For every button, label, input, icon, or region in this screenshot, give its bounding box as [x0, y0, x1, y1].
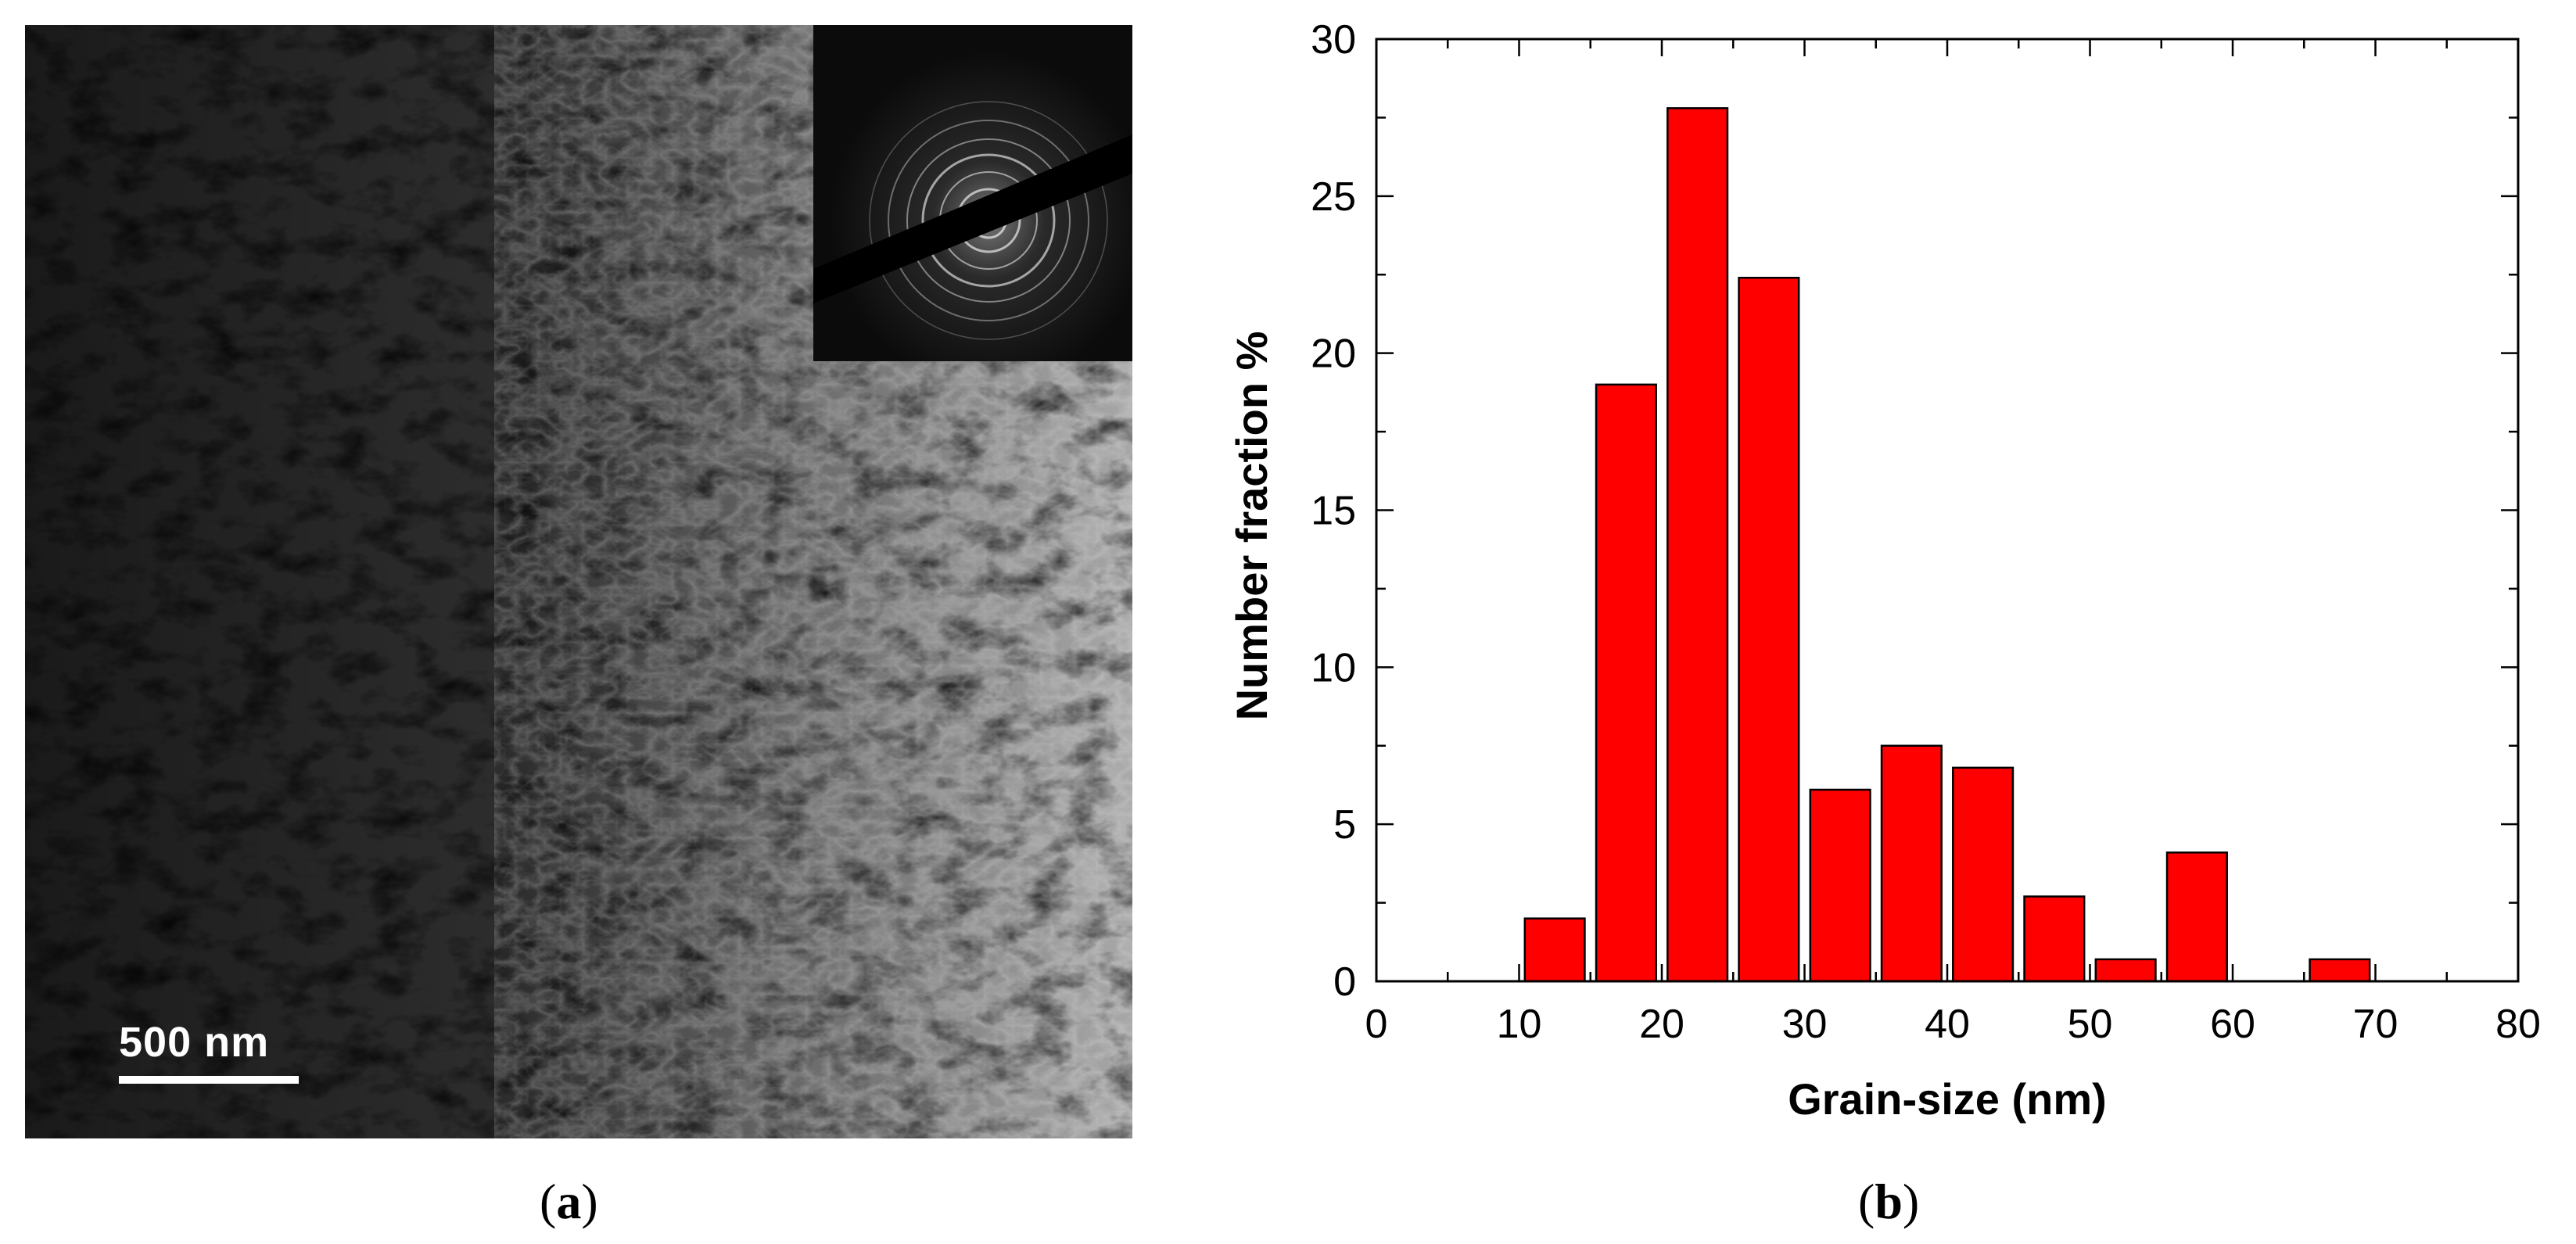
x-tick-label: 0 [1365, 1002, 1388, 1047]
scale-bar [119, 1076, 299, 1084]
y-tick-label: 10 [1311, 645, 1356, 690]
caption-b-open: ( [1858, 1174, 1875, 1229]
x-axis-label: Grain-size (nm) [1788, 1074, 2107, 1124]
diffraction-pattern-inset [813, 25, 1132, 361]
y-tick-label: 5 [1333, 802, 1356, 848]
histogram-bar [1738, 277, 1800, 983]
x-tick-label: 80 [2495, 1002, 2541, 1047]
histogram-bar [2165, 851, 2228, 983]
y-tick-label: 15 [1311, 489, 1356, 534]
histogram-bar [1880, 744, 1943, 983]
caption-a-close: ) [581, 1174, 598, 1229]
caption-b: (b) [1858, 1173, 1919, 1231]
histogram-bar [1523, 917, 1586, 983]
diffraction-rings [813, 25, 1132, 361]
histogram-bar [1667, 107, 1729, 983]
x-tick-label: 40 [1925, 1002, 1970, 1047]
caption-a: (a) [540, 1173, 598, 1231]
histogram-bar [1809, 788, 1871, 983]
histogram-bar [2094, 958, 2157, 983]
y-axis-label: Number fraction % [1227, 332, 1276, 721]
plot-frame [1375, 38, 2520, 983]
axes-group [1375, 38, 2520, 983]
x-tick-label: 50 [2068, 1002, 2113, 1047]
x-tick-label: 10 [1497, 1002, 1542, 1047]
ticks-group: 0 10 20 30 40 50 60 70 80 0 5 10 15 20 25 30 [1311, 17, 2541, 1047]
caption-b-close: ) [1902, 1174, 1920, 1229]
x-tick-label: 70 [2353, 1002, 2398, 1047]
x-tick-label: 30 [1782, 1002, 1828, 1047]
bars-group [1523, 107, 2371, 983]
histogram-bar [2023, 895, 2086, 983]
histogram-bar [2309, 958, 2371, 983]
x-tick-label: 60 [2210, 1002, 2255, 1047]
histogram-bar [1595, 383, 1657, 983]
y-tick-label: 25 [1311, 174, 1356, 220]
caption-b-letter: b [1875, 1174, 1903, 1229]
x-tick-label: 20 [1639, 1002, 1684, 1047]
grain-size-histogram: 0 10 20 30 40 50 60 70 80 0 5 10 15 20 25 30 Grain-size… [1227, 17, 2541, 1124]
y-tick-label: 20 [1311, 332, 1356, 377]
histogram-bar [1952, 766, 2015, 983]
scale-bar-label: 500 nm [119, 1019, 270, 1066]
caption-a-letter: a [556, 1174, 582, 1229]
y-tick-label: 0 [1333, 959, 1356, 1005]
caption-a-open: ( [540, 1174, 557, 1229]
tem-micrograph: 500 nm [25, 25, 1132, 1138]
y-tick-label: 30 [1311, 17, 1356, 63]
